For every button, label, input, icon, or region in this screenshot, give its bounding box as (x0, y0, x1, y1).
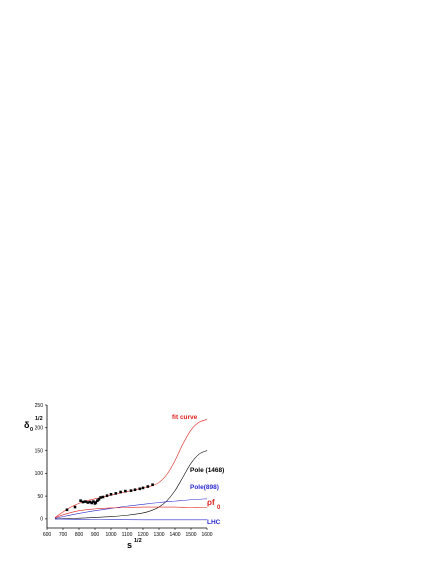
x-tick-label: 600 (43, 532, 52, 538)
x-tick-label: 1200 (137, 532, 148, 538)
x-tick-label: 1000 (105, 532, 116, 538)
y-tick-label: 50 (37, 494, 43, 500)
x-tick-label: 800 (75, 532, 84, 538)
plot-frame (47, 405, 204, 528)
data-point (96, 499, 99, 502)
data-point (109, 492, 113, 496)
y-axis-label-sub: 0 (30, 427, 33, 433)
x-tick-label: 900 (91, 532, 100, 538)
series-line-2 (54, 498, 208, 519)
lhc-label: LHC (207, 519, 221, 526)
y-tick-label: 100 (35, 471, 44, 477)
data-point (79, 499, 82, 502)
y-tick-label: 0 (40, 517, 43, 523)
pole-1468-label: Pole (1468) (190, 467, 224, 474)
x-tick-label: 1400 (169, 532, 180, 538)
x-tick-label: 1300 (153, 532, 164, 538)
data-point (146, 485, 150, 488)
data-point (90, 501, 94, 505)
data-point (65, 508, 69, 512)
y-tick-label: 150 (35, 448, 44, 454)
series-line-4 (54, 518, 207, 521)
data-point (94, 501, 98, 504)
pole-898-label: Pole(898) (190, 484, 219, 491)
x-tick-label: 700 (59, 532, 68, 538)
data-point (86, 501, 90, 504)
y-axis-label-sup: 1/2 (35, 416, 43, 422)
series-line-3 (54, 506, 208, 519)
data-point (119, 490, 122, 494)
x-ticks: 600 700 800 900 1000 1100 1200 1300 1400 1500 1600 (43, 528, 213, 538)
series-line-1 (54, 450, 208, 520)
y-tick-label: 250 (35, 403, 44, 409)
y-axis-label: δ (24, 420, 30, 430)
x-axis-label: s (127, 540, 132, 550)
data-point (99, 496, 102, 499)
x-axis-label-sup: 1/2 (134, 538, 142, 544)
data-point (114, 492, 118, 495)
x-tick-label: 1100 (122, 532, 133, 538)
data-point (92, 500, 95, 503)
x-tick-label: 1500 (185, 532, 196, 538)
data-point (141, 486, 145, 490)
plot-area (47, 405, 204, 528)
data-point (105, 494, 109, 497)
data-point (81, 500, 85, 504)
fit-curve-label: fit curve (172, 414, 198, 421)
series-group (54, 419, 208, 521)
data-point (151, 483, 154, 487)
y-tick-label: 200 (35, 426, 44, 432)
rho-f0-label-sub: 0 (217, 505, 221, 511)
data-point (97, 498, 101, 501)
data-point (129, 489, 133, 492)
rho-f0-label: ρf (207, 498, 215, 507)
x-tick-label: 1600 (201, 532, 212, 538)
data-point (133, 488, 137, 492)
data-point (84, 500, 87, 503)
data-point (88, 500, 92, 504)
data-point (73, 505, 77, 509)
series-line-0 (54, 419, 208, 518)
y-ticks: 0 50 100 150 200 250 (35, 403, 47, 523)
data-point (138, 487, 142, 491)
data-point (101, 495, 105, 499)
data-point (124, 489, 127, 493)
